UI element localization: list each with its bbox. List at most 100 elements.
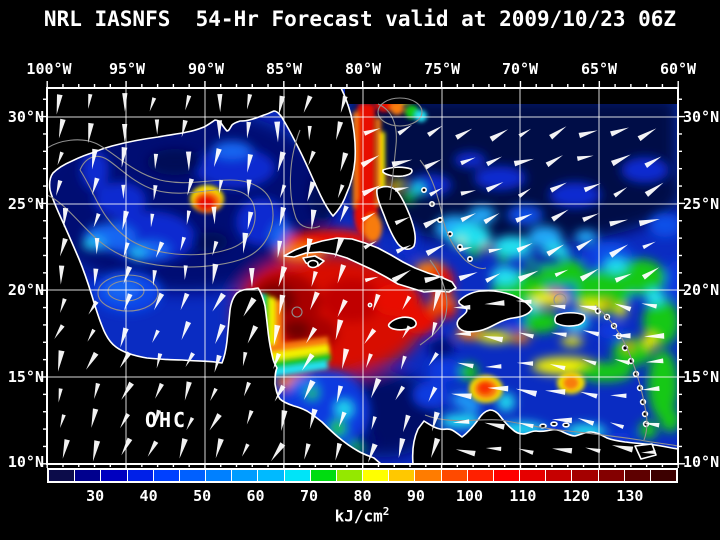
vector-arrow xyxy=(518,422,534,429)
vector-arrow xyxy=(56,180,63,196)
vector-arrow xyxy=(270,442,286,462)
vector-arrow xyxy=(186,210,191,225)
vector-arrow xyxy=(183,265,188,280)
vector-arrow xyxy=(307,181,316,202)
model-domain-mask xyxy=(345,88,678,104)
colorbar-block xyxy=(520,470,547,481)
vector-arrow xyxy=(609,244,629,258)
vector-arrow xyxy=(58,265,65,285)
vector-arrow xyxy=(432,411,440,432)
vector-arrow xyxy=(120,327,129,348)
vector-arrow xyxy=(124,293,133,311)
colorbar-block xyxy=(49,470,76,481)
vector-arrow xyxy=(518,332,534,339)
vector-arrow xyxy=(241,443,250,457)
colorbar-tick-label: 50 xyxy=(193,487,212,505)
bathymetry-contours xyxy=(47,97,678,447)
vector-arrow xyxy=(218,179,224,194)
vector-arrow xyxy=(210,387,218,401)
vector-arrow xyxy=(371,416,377,430)
vector-arrow xyxy=(517,188,532,199)
vector-arrow xyxy=(454,331,471,336)
colorbar-block xyxy=(493,470,521,481)
vector-arrow xyxy=(213,148,222,168)
vector-arrow xyxy=(641,267,660,280)
vector-arrow xyxy=(246,179,252,198)
vector-arrow xyxy=(428,187,443,197)
colorbar xyxy=(47,468,678,483)
vector-arrow xyxy=(638,218,660,227)
vector-arrow xyxy=(485,364,502,369)
vector-arrow xyxy=(154,292,165,311)
colorbar-block xyxy=(363,470,390,481)
vector-arrow xyxy=(180,236,187,251)
vector-arrow xyxy=(62,439,70,459)
vector-arrow xyxy=(549,126,567,140)
vector-arrow xyxy=(214,354,222,373)
vector-arrow xyxy=(274,121,281,143)
vector-arrow xyxy=(613,187,628,198)
vector-arrow xyxy=(338,411,347,428)
vector-arrow xyxy=(431,321,438,338)
lat-tick-label-right: 30°N xyxy=(683,108,720,126)
vector-arrow xyxy=(209,413,222,431)
vector-arrow xyxy=(247,325,259,344)
vector-arrow xyxy=(370,377,382,399)
vector-arrow xyxy=(433,290,442,312)
vector-arrow xyxy=(425,244,446,257)
vector-arrow xyxy=(641,303,658,309)
vector-arrow xyxy=(54,324,65,339)
vector-arrow xyxy=(641,449,656,454)
vector-arrow xyxy=(577,417,595,426)
colorbar-tick-label: 40 xyxy=(139,487,158,505)
vector-arrow xyxy=(335,319,344,341)
vector-arrow xyxy=(155,241,165,258)
vector-arrow xyxy=(153,185,158,201)
vector-arrow xyxy=(582,213,599,223)
vector-arrow xyxy=(612,333,631,339)
vector-arrow xyxy=(150,213,155,228)
vector-arrow xyxy=(121,437,133,456)
vector-arrow xyxy=(611,445,634,453)
vector-arrow xyxy=(336,121,344,141)
unit-base: kJ/cm xyxy=(334,506,383,526)
vector-arrow xyxy=(88,300,99,315)
lat-tick-label-right: 10°N xyxy=(683,453,720,471)
colorbar-tick-label: 100 xyxy=(455,487,483,505)
vector-arrow xyxy=(513,158,534,167)
colorbar-block xyxy=(598,470,625,481)
vector-arrow xyxy=(458,272,478,282)
vector-arrow xyxy=(579,268,599,282)
vector-arrow xyxy=(311,270,318,288)
vector-arrow xyxy=(515,388,538,397)
vector-arrow xyxy=(91,148,98,170)
vector-arrow xyxy=(545,155,563,168)
land-masses xyxy=(47,88,678,464)
south-america-land xyxy=(411,409,678,464)
vector-arrow xyxy=(301,353,315,371)
vector-arrow xyxy=(340,95,348,114)
vector-arrow xyxy=(482,335,504,343)
graticule-grid xyxy=(47,88,678,464)
vector-arrow xyxy=(610,127,629,137)
lon-tick-label: 80°W xyxy=(344,60,382,78)
vector-arrow xyxy=(395,244,412,254)
vector-arrow xyxy=(452,419,470,424)
vector-arrow xyxy=(644,333,665,339)
colorbar-block xyxy=(572,470,599,481)
colorbar-tick-label: 130 xyxy=(616,487,644,505)
vector-arrow xyxy=(242,351,248,367)
vector-arrow xyxy=(185,352,195,367)
vector-arrow xyxy=(643,422,660,428)
vector-arrow xyxy=(360,155,380,168)
grand-bahama-island xyxy=(382,166,413,178)
vector-arrow xyxy=(306,238,313,259)
vector-arrow xyxy=(147,440,159,457)
vector-arrow xyxy=(337,299,348,317)
vector-arrow xyxy=(340,152,349,172)
vector-arrow xyxy=(152,270,157,286)
lon-tick-label: 95°W xyxy=(108,60,146,78)
hispaniola-island xyxy=(456,289,533,333)
vector-arrow xyxy=(277,151,286,173)
